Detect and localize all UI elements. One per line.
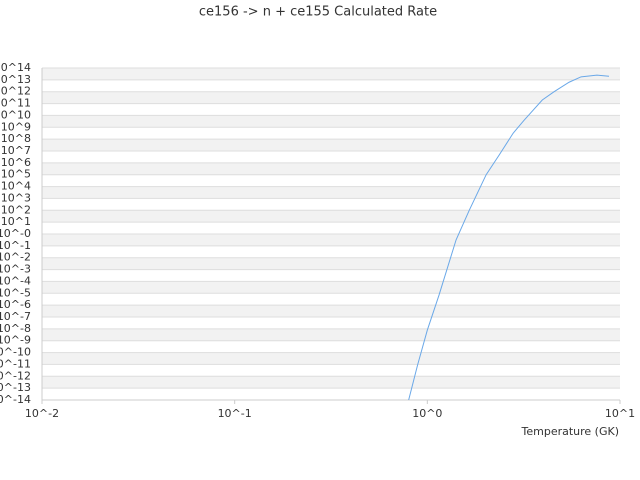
grid-band	[42, 376, 620, 389]
grid-band	[42, 328, 620, 341]
y-tick-label: 10^14	[0, 61, 31, 74]
data-line	[408, 74, 610, 401]
y-tick-label: 10^10	[0, 108, 31, 121]
y-tick-label: 10^8	[1, 132, 31, 145]
x-tick-label: 10^-2	[25, 407, 59, 420]
grid-band	[42, 305, 620, 317]
y-tick-label: 10^5	[1, 168, 31, 181]
y-tick-label: 10^4	[1, 180, 31, 193]
y-tick-label: 10^12	[0, 85, 31, 98]
y-tick-label: 10^2	[1, 203, 31, 216]
y-tick-label: 10^1	[1, 215, 31, 228]
y-tick-label: 10^-6	[0, 298, 31, 311]
y-tick-label: 10^-12	[0, 369, 31, 382]
y-tick-label: 10^-2	[0, 251, 31, 264]
grid-band	[42, 210, 620, 223]
y-tick-label: 10^3	[1, 191, 31, 204]
x-tick-label: 10^1	[605, 407, 635, 420]
y-tick-label: 10^-3	[0, 263, 31, 276]
y-tick-label: 10^11	[0, 97, 31, 110]
grid-band	[42, 68, 620, 80]
grid-band	[42, 352, 620, 365]
y-tick-label: 10^13	[0, 73, 31, 86]
y-tick-label: 10^-4	[0, 274, 31, 287]
y-tick-label: 10^-14	[0, 393, 31, 406]
grid-band	[42, 115, 620, 128]
x-tick-label: 10^-1	[218, 407, 252, 420]
grid-band	[42, 257, 620, 270]
grid-band	[42, 234, 620, 246]
grid-band	[42, 139, 620, 151]
chart-title: ce156 -> n + ce155 Calculated Rate	[199, 5, 437, 20]
y-tick-label: 10^9	[1, 120, 31, 133]
x-tick-label: 10^0	[412, 407, 442, 420]
grid-band	[42, 281, 620, 294]
y-tick-label: 10^-13	[0, 381, 31, 394]
y-tick-label: 10^7	[1, 144, 31, 157]
y-tick-label: 10^-7	[0, 310, 31, 323]
y-tick-label: 10^6	[1, 156, 31, 169]
y-tick-label: 10^-11	[0, 357, 31, 370]
y-tick-label: 10^-8	[0, 322, 31, 335]
grid-band	[42, 186, 620, 199]
grid-band	[42, 91, 620, 104]
y-tick-label: 10^-1	[0, 239, 31, 252]
y-tick-label: 10^-0	[0, 227, 31, 240]
y-tick-label: 10^-9	[0, 334, 31, 347]
y-tick-label: 10^-10	[0, 346, 31, 359]
y-tick-label: 10^-5	[0, 286, 31, 299]
x-axis-label: Temperature (GK)	[521, 425, 620, 438]
grid-band	[42, 162, 620, 175]
